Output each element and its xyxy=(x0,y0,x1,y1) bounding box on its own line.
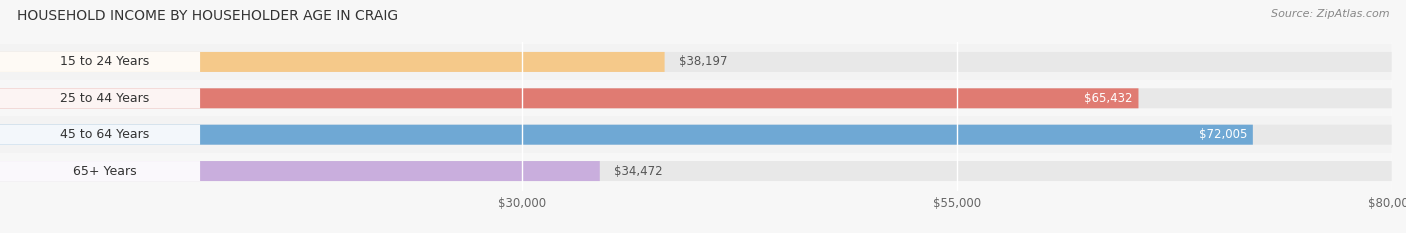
Text: 15 to 24 Years: 15 to 24 Years xyxy=(60,55,149,69)
FancyBboxPatch shape xyxy=(0,88,200,108)
FancyBboxPatch shape xyxy=(0,88,1139,108)
FancyBboxPatch shape xyxy=(0,125,1392,145)
FancyBboxPatch shape xyxy=(0,125,1253,145)
FancyBboxPatch shape xyxy=(0,52,1392,72)
FancyBboxPatch shape xyxy=(0,88,1392,108)
Text: 65+ Years: 65+ Years xyxy=(73,164,136,178)
FancyBboxPatch shape xyxy=(0,125,200,145)
FancyBboxPatch shape xyxy=(0,161,200,181)
Text: 45 to 64 Years: 45 to 64 Years xyxy=(60,128,149,141)
Bar xyxy=(0,116,1392,153)
FancyBboxPatch shape xyxy=(0,161,600,181)
Text: 25 to 44 Years: 25 to 44 Years xyxy=(60,92,149,105)
Text: $65,432: $65,432 xyxy=(1084,92,1133,105)
FancyBboxPatch shape xyxy=(0,52,665,72)
Text: $38,197: $38,197 xyxy=(679,55,727,69)
Bar xyxy=(0,44,1392,80)
Bar xyxy=(0,80,1392,116)
FancyBboxPatch shape xyxy=(0,52,200,72)
Text: HOUSEHOLD INCOME BY HOUSEHOLDER AGE IN CRAIG: HOUSEHOLD INCOME BY HOUSEHOLDER AGE IN C… xyxy=(17,9,398,23)
Text: $72,005: $72,005 xyxy=(1199,128,1247,141)
Text: $34,472: $34,472 xyxy=(613,164,662,178)
Text: Source: ZipAtlas.com: Source: ZipAtlas.com xyxy=(1271,9,1389,19)
Bar xyxy=(0,153,1392,189)
FancyBboxPatch shape xyxy=(0,161,1392,181)
